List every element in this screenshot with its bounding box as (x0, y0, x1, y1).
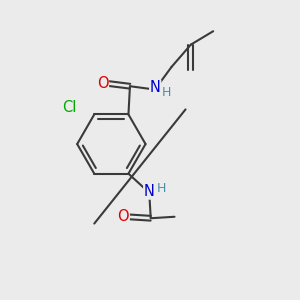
Text: N: N (144, 184, 155, 199)
Text: N: N (150, 80, 160, 95)
Text: O: O (118, 209, 129, 224)
Text: H: H (162, 86, 171, 99)
Text: O: O (97, 76, 108, 91)
Text: Cl: Cl (62, 100, 76, 116)
Text: H: H (157, 182, 167, 195)
